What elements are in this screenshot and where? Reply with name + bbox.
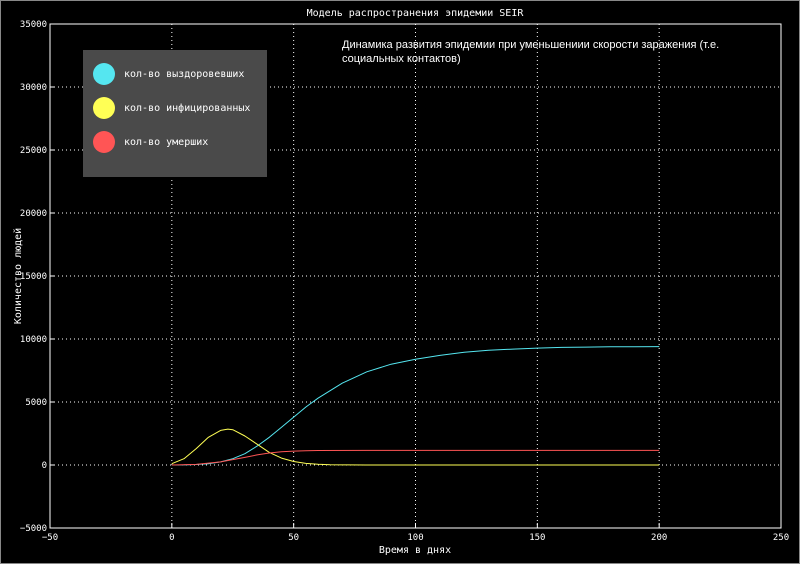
series-lines — [171, 346, 660, 466]
legend-label-dead: кол-во умерших — [124, 136, 209, 148]
x-axis-label: Время в днях — [379, 545, 451, 556]
y-tick-label: 0 — [42, 461, 47, 471]
x-tick-label: 150 — [529, 533, 545, 543]
x-tick-label: 200 — [651, 533, 667, 543]
y-tick-label: 30000 — [20, 83, 47, 93]
chart-annotation: Динамика развития эпидемии при уменьшени… — [342, 39, 720, 65]
legend-swatch-infected — [93, 97, 115, 119]
y-tick-label: 10000 — [20, 335, 47, 345]
legend-item-dead: кол-во умерших — [93, 130, 208, 154]
series-infected — [171, 428, 660, 466]
series-dead — [171, 449, 660, 466]
y-tick-label: 20000 — [20, 209, 47, 219]
legend-label-recovered: кол-во выздоровевших — [124, 68, 245, 80]
y-tick-label: 15000 — [20, 272, 47, 282]
y-tick-label: −5000 — [20, 524, 47, 534]
y-tick-label: 35000 — [20, 20, 47, 30]
x-tick-label: 100 — [407, 533, 423, 543]
y-axis-label: Количество людей — [12, 228, 24, 324]
y-tick-label: 25000 — [20, 146, 47, 156]
legend: кол-во выздоровевших кол-во инфицированн… — [83, 50, 267, 177]
x-tick-label: 0 — [169, 533, 174, 543]
x-tick-label: 250 — [773, 533, 789, 543]
legend-item-recovered: кол-во выздоровевших — [93, 62, 244, 86]
legend-swatch-recovered — [93, 63, 115, 85]
x-tick-label: 50 — [288, 533, 299, 543]
y-tick-label: 5000 — [25, 398, 47, 408]
ticks: −50 0 50 100 150 200 250 −5000 0 5000 10000 15000 20… — [20, 20, 789, 543]
x-tick-label: −50 — [42, 533, 58, 543]
chart-title: Модель распространения эпидемии SEIR — [307, 8, 525, 19]
legend-label-infected: кол-во инфицированных — [124, 102, 251, 114]
legend-swatch-dead — [93, 131, 115, 153]
legend-item-infected: кол-во инфицированных — [93, 96, 250, 120]
